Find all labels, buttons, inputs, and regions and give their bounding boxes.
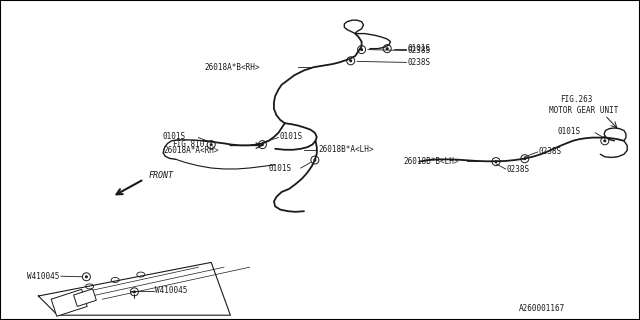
Text: FIG.810: FIG.810	[172, 140, 205, 149]
Text: 26018A*B<RH>: 26018A*B<RH>	[205, 63, 260, 72]
Text: 0101S: 0101S	[558, 127, 581, 136]
Text: 0101S: 0101S	[280, 132, 303, 141]
Text: 26018B*B<LH>: 26018B*B<LH>	[403, 157, 459, 166]
Circle shape	[386, 47, 388, 50]
Circle shape	[261, 143, 264, 146]
Text: 0238S: 0238S	[408, 58, 431, 67]
Text: 0101S: 0101S	[163, 132, 186, 141]
Circle shape	[360, 48, 363, 51]
Text: W410045: W410045	[155, 286, 188, 295]
Circle shape	[349, 59, 352, 62]
Text: FIG.263: FIG.263	[560, 95, 593, 104]
Circle shape	[495, 160, 497, 163]
Text: 0101S: 0101S	[268, 164, 291, 173]
Text: W410045: W410045	[26, 272, 59, 281]
Circle shape	[314, 158, 316, 162]
Circle shape	[210, 143, 212, 146]
Text: FRONT: FRONT	[148, 171, 173, 180]
Text: 0238S: 0238S	[507, 165, 530, 174]
Text: 0238S: 0238S	[408, 46, 431, 55]
Circle shape	[524, 157, 526, 160]
Polygon shape	[38, 262, 224, 315]
Circle shape	[604, 139, 606, 142]
Bar	[51, 289, 87, 316]
Text: 0101S: 0101S	[408, 44, 431, 53]
Circle shape	[85, 275, 88, 278]
Text: 26018A*A<RH>: 26018A*A<RH>	[163, 146, 219, 155]
Bar	[74, 289, 97, 307]
Text: A260001167: A260001167	[518, 304, 564, 313]
Text: 26018B*A<LH>: 26018B*A<LH>	[318, 145, 374, 154]
Circle shape	[133, 290, 136, 293]
Text: 0238S: 0238S	[539, 147, 562, 156]
Text: MOTOR GEAR UNIT: MOTOR GEAR UNIT	[549, 106, 618, 115]
